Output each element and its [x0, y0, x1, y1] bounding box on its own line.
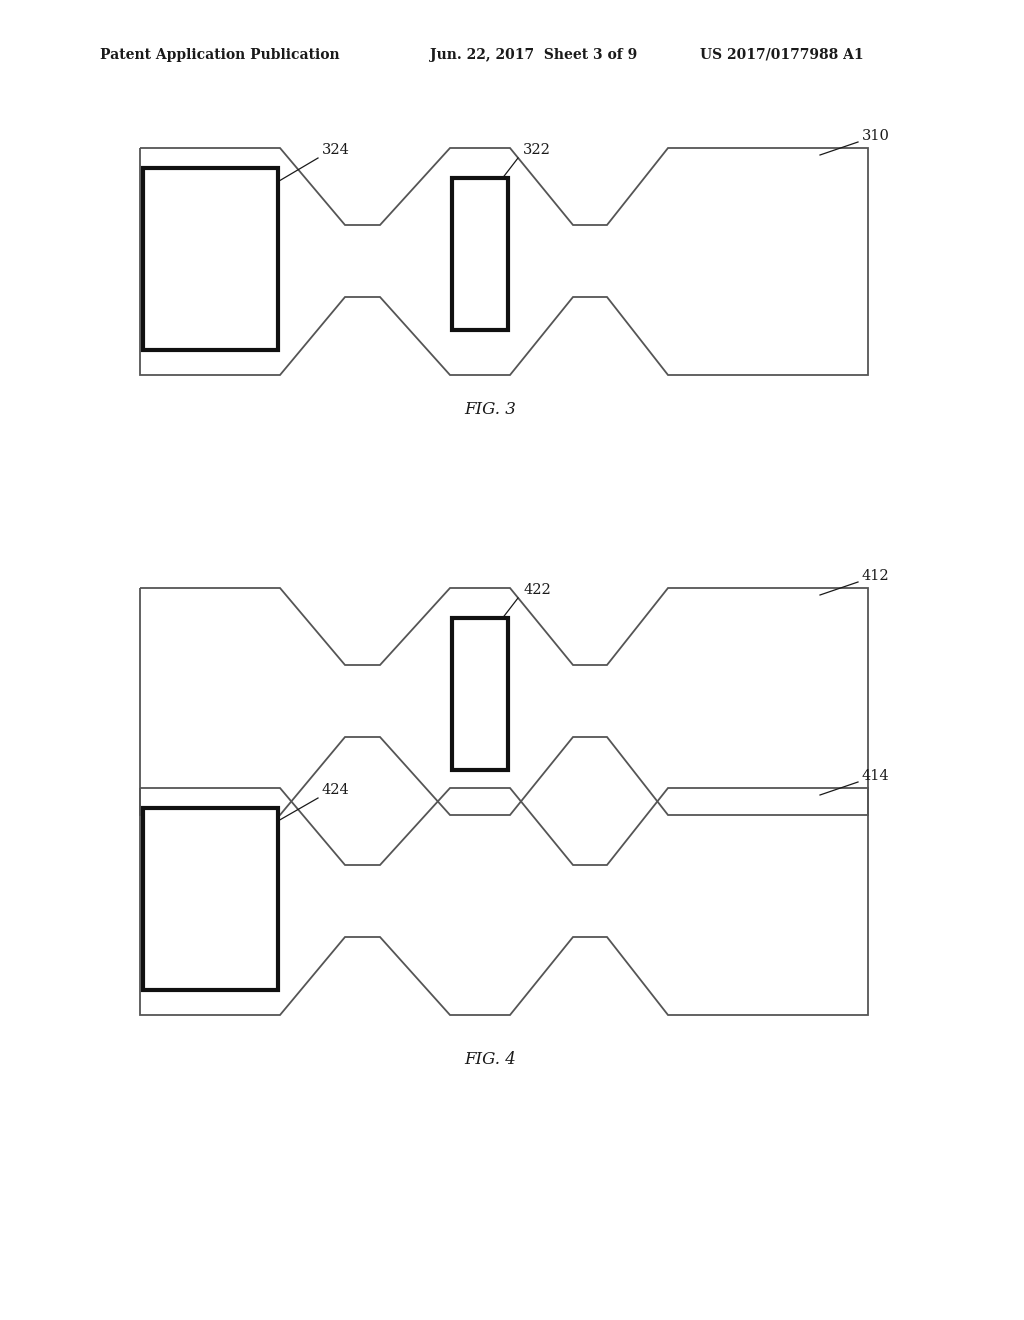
Text: FIG. 4: FIG. 4: [464, 1052, 516, 1068]
Text: FIG. 3: FIG. 3: [464, 401, 516, 418]
Text: 324: 324: [322, 143, 350, 157]
Text: 422: 422: [523, 583, 551, 597]
Bar: [143, 168, 278, 350]
Text: 424: 424: [322, 783, 350, 797]
Text: 412: 412: [862, 569, 890, 583]
Bar: [452, 618, 508, 770]
Text: US 2017/0177988 A1: US 2017/0177988 A1: [700, 48, 863, 62]
Text: 322: 322: [523, 143, 551, 157]
Bar: [143, 808, 278, 990]
Text: Jun. 22, 2017  Sheet 3 of 9: Jun. 22, 2017 Sheet 3 of 9: [430, 48, 637, 62]
Text: 310: 310: [862, 129, 890, 143]
Bar: [452, 178, 508, 330]
Text: Patent Application Publication: Patent Application Publication: [100, 48, 340, 62]
Text: 414: 414: [862, 770, 890, 783]
